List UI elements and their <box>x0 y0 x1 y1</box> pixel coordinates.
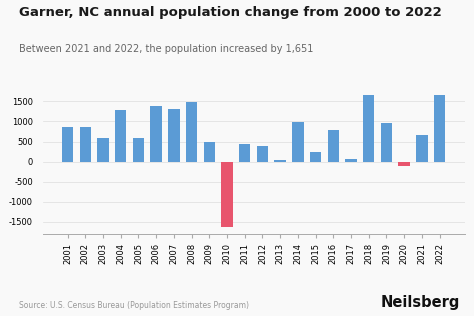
Bar <box>399 161 410 167</box>
Bar <box>257 146 268 161</box>
Text: Between 2021 and 2022, the population increased by 1,651: Between 2021 and 2022, the population in… <box>19 44 313 54</box>
Bar <box>221 161 233 227</box>
Bar <box>97 138 109 161</box>
Bar <box>203 142 215 161</box>
Text: Source: U.S. Census Bureau (Population Estimates Program): Source: U.S. Census Bureau (Population E… <box>19 301 249 310</box>
Bar <box>239 143 250 161</box>
Bar <box>168 109 180 161</box>
Bar <box>62 127 73 161</box>
Bar <box>150 106 162 161</box>
Bar <box>133 138 144 161</box>
Bar <box>345 159 357 161</box>
Bar <box>363 95 374 161</box>
Bar <box>274 160 286 161</box>
Bar <box>115 110 127 161</box>
Bar <box>416 135 428 161</box>
Bar <box>328 130 339 161</box>
Text: Neilsberg: Neilsberg <box>381 295 460 310</box>
Bar <box>310 152 321 161</box>
Bar <box>381 123 392 161</box>
Text: Garner, NC annual population change from 2000 to 2022: Garner, NC annual population change from… <box>19 6 442 19</box>
Bar <box>292 122 304 161</box>
Bar <box>434 95 446 161</box>
Bar <box>186 102 197 161</box>
Bar <box>80 127 91 161</box>
